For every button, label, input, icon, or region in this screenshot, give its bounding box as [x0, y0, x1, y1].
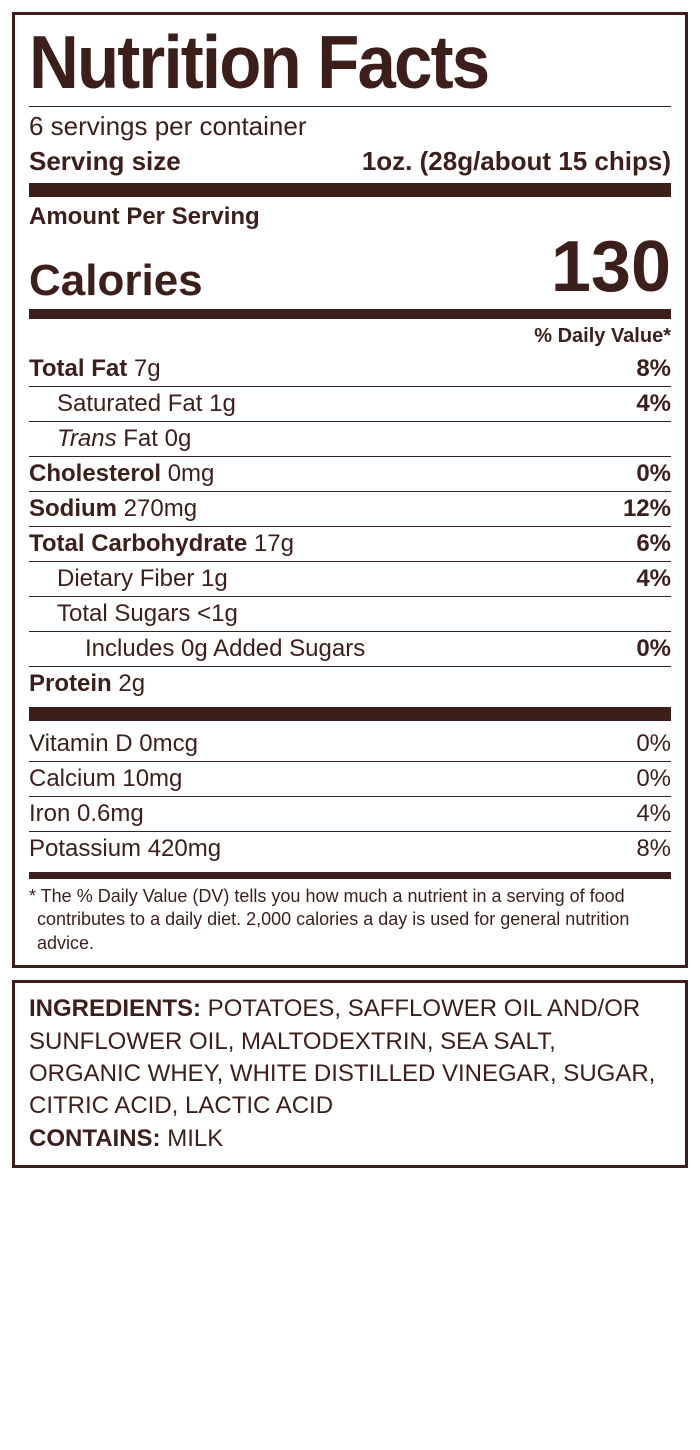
dv: 0%	[636, 460, 671, 488]
nutrition-facts-panel: Nutrition Facts 6 servings per container…	[12, 12, 688, 968]
dv: 0%	[636, 730, 671, 758]
label: Vitamin D 0mcg	[29, 730, 198, 758]
amount: 0g	[165, 425, 192, 452]
serving-size-label: Serving size	[29, 146, 181, 177]
amount: <1g	[197, 600, 238, 627]
row-potassium: Potassium 420mg 8%	[29, 831, 671, 866]
label: Sodium	[29, 495, 117, 522]
label: Potassium 420mg	[29, 835, 221, 863]
divider-thick	[29, 707, 671, 721]
label: Fat	[117, 425, 158, 452]
ingredients-label: INGREDIENTS:	[29, 995, 201, 1022]
dv-header: % Daily Value*	[29, 325, 671, 348]
row-protein: Protein 2g	[29, 666, 671, 701]
divider-med	[29, 309, 671, 319]
row-vitamin-d: Vitamin D 0mcg 0%	[29, 727, 671, 761]
amount: 270mg	[124, 495, 197, 522]
label: Saturated Fat	[57, 390, 202, 417]
label: Cholesterol	[29, 460, 161, 487]
row-total-sugars: Total Sugars <1g	[29, 596, 671, 631]
label: Total Carbohydrate	[29, 530, 247, 557]
row-sat-fat: Saturated Fat 1g 4%	[29, 386, 671, 421]
dv: 8%	[636, 355, 671, 383]
label: Calcium 10mg	[29, 765, 182, 793]
dv: 8%	[636, 835, 671, 863]
label: Protein	[29, 670, 112, 697]
row-iron: Iron 0.6mg 4%	[29, 796, 671, 831]
row-sodium: Sodium 270mg 12%	[29, 491, 671, 526]
dv: 4%	[636, 800, 671, 828]
row-cholesterol: Cholesterol 0mg 0%	[29, 456, 671, 491]
row-fiber: Dietary Fiber 1g 4%	[29, 561, 671, 596]
row-added-sugars: Includes 0g Added Sugars 0%	[29, 631, 671, 666]
contains-text: MILK	[161, 1125, 224, 1152]
contains-label: CONTAINS:	[29, 1125, 161, 1152]
label: Dietary Fiber	[57, 565, 194, 592]
row-total-carb: Total Carbohydrate 17g 6%	[29, 526, 671, 561]
row-trans-fat: Trans Fat 0g	[29, 421, 671, 456]
divider-thick	[29, 183, 671, 197]
divider	[29, 106, 671, 107]
row-calcium: Calcium 10mg 0%	[29, 761, 671, 796]
dv: 0%	[636, 765, 671, 793]
dv: 4%	[636, 390, 671, 418]
calories-value: 130	[551, 231, 671, 303]
label: Total Sugars	[57, 600, 190, 627]
calories-label: Calories	[29, 259, 203, 303]
vitamin-list: Vitamin D 0mcg 0% Calcium 10mg 0% Iron 0…	[29, 727, 671, 866]
label: Total Fat	[29, 355, 127, 382]
dv: 4%	[636, 565, 671, 593]
amount: 2g	[118, 670, 145, 697]
amount: 1g	[201, 565, 228, 592]
row-total-fat: Total Fat 7g 8%	[29, 352, 671, 386]
nutrient-list: Total Fat 7g 8% Saturated Fat 1g 4% Tran…	[29, 352, 671, 701]
dv: 0%	[636, 635, 671, 663]
amount: 1g	[209, 390, 236, 417]
serving-size-value: 1oz. (28g/about 15 chips)	[362, 146, 671, 177]
serving-size-row: Serving size 1oz. (28g/about 15 chips)	[29, 146, 671, 177]
ingredients-line: INGREDIENTS: POTATOES, SAFFLOWER OIL AND…	[29, 993, 671, 1123]
contains-line: CONTAINS: MILK	[29, 1123, 671, 1155]
amount: 0mg	[168, 460, 215, 487]
dv: 12%	[623, 495, 671, 523]
divider-bar	[29, 872, 671, 879]
amount: 17g	[254, 530, 294, 557]
footnote: * The % Daily Value (DV) tells you how m…	[37, 885, 671, 955]
label: Iron 0.6mg	[29, 800, 144, 828]
label: Includes 0g Added Sugars	[85, 635, 365, 662]
servings-per-container: 6 servings per container	[29, 111, 671, 142]
label-italic: Trans	[57, 425, 117, 452]
ingredients-panel: INGREDIENTS: POTATOES, SAFFLOWER OIL AND…	[12, 980, 688, 1168]
dv: 6%	[636, 530, 671, 558]
title: Nutrition Facts	[29, 25, 620, 100]
amount: 7g	[134, 355, 161, 382]
calories-row: Calories 130	[29, 231, 671, 303]
